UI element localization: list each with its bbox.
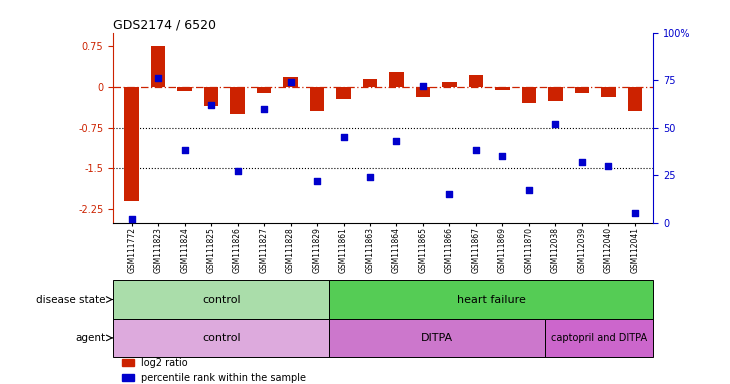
Bar (363, 79, 377, 87)
Bar (389, 72, 404, 87)
Point (629, 210, 641, 216)
Bar (495, 87, 510, 90)
Bar (177, 87, 192, 91)
Bar (442, 82, 457, 87)
Bar (575, 87, 589, 93)
Bar (283, 77, 298, 87)
Point (576, 159, 588, 165)
Bar (415, 87, 430, 97)
Bar (469, 75, 483, 87)
Text: control: control (202, 333, 240, 343)
Point (417, 83, 429, 89)
Bar (337, 87, 351, 99)
Text: captopril and DITPA: captopril and DITPA (551, 333, 648, 343)
Point (258, 106, 270, 112)
Point (470, 147, 482, 154)
Bar (113, 280, 329, 319)
Point (179, 147, 191, 154)
Bar (204, 87, 218, 106)
Bar (124, 87, 139, 201)
Point (550, 121, 561, 127)
Text: GDS2174 / 6520: GDS2174 / 6520 (113, 18, 216, 31)
Point (153, 75, 164, 81)
Bar (151, 46, 166, 87)
Bar (329, 319, 545, 357)
Point (496, 153, 508, 159)
Point (391, 138, 402, 144)
Point (444, 191, 456, 197)
Point (285, 79, 296, 85)
Text: control: control (202, 295, 240, 305)
Bar (329, 280, 653, 319)
Bar (257, 87, 272, 93)
Text: DITPA: DITPA (421, 333, 453, 343)
Text: agent: agent (75, 333, 105, 343)
Point (311, 178, 323, 184)
Point (231, 168, 243, 174)
Bar (113, 319, 329, 357)
Bar (548, 87, 563, 101)
Point (126, 216, 137, 222)
Legend: log2 ratio, percentile rank within the sample: log2 ratio, percentile rank within the s… (118, 354, 310, 384)
Point (338, 134, 350, 140)
Bar (628, 87, 642, 111)
Point (602, 163, 614, 169)
Bar (231, 87, 245, 114)
Text: heart failure: heart failure (457, 295, 526, 305)
Bar (522, 87, 536, 103)
Point (364, 174, 376, 180)
Text: disease state: disease state (36, 295, 105, 305)
Point (205, 102, 217, 108)
Point (523, 187, 535, 194)
Bar (310, 87, 324, 111)
Bar (545, 319, 653, 357)
Bar (601, 87, 615, 97)
